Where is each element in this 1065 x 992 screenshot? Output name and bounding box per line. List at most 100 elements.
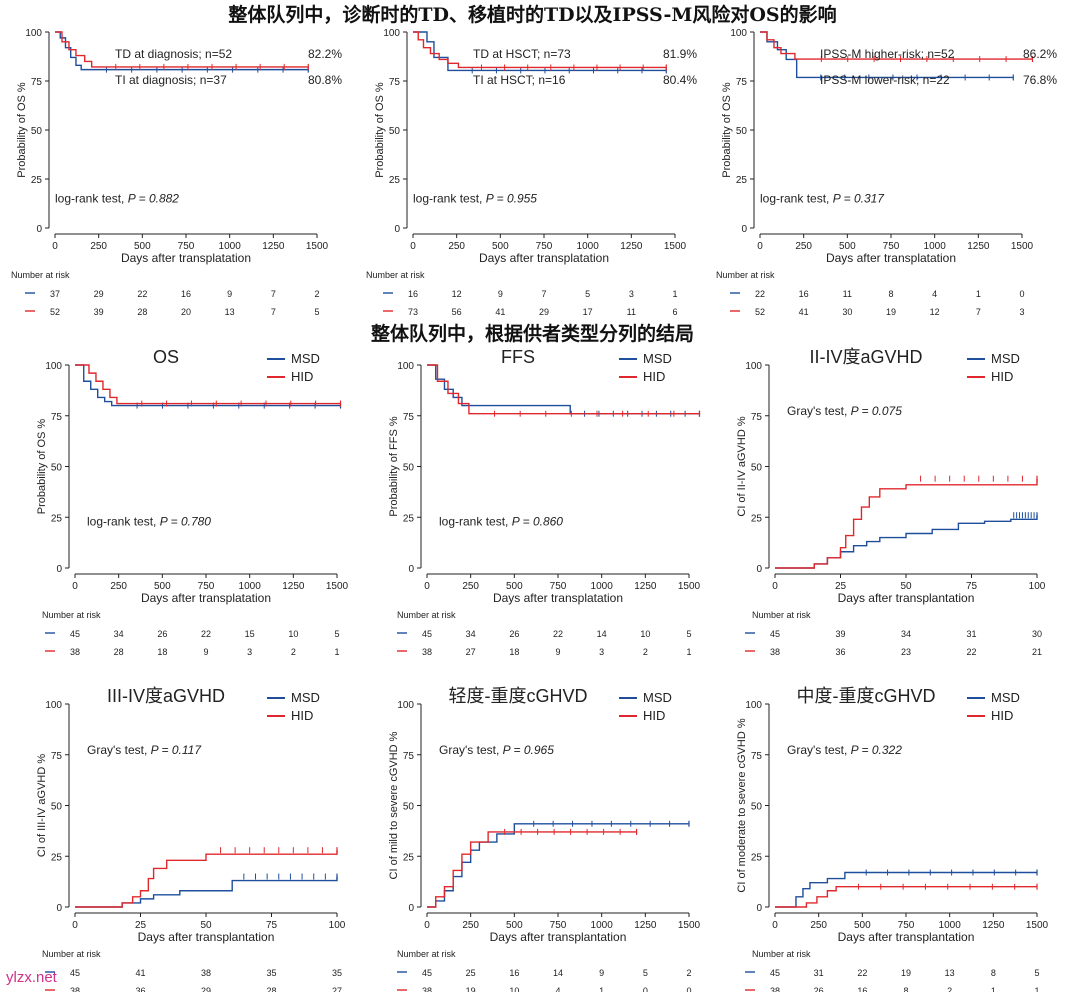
risk-count: 2 [643, 647, 648, 657]
risk-count: 35 [266, 968, 276, 978]
y-tick-label: 25 [31, 175, 43, 186]
x-tick-label: 25 [135, 920, 147, 931]
y-tick-label: 0 [36, 224, 42, 235]
x-tick-label: 100 [1029, 581, 1046, 592]
risk-count: 5 [643, 968, 648, 978]
x-tick-label: 1000 [577, 241, 600, 252]
y-axis-label: Probability of OS % [374, 82, 386, 178]
legend-label: MSD [991, 690, 1020, 705]
stat-test-text: log-rank test, P = 0.317 [760, 192, 885, 206]
series-line-hid [427, 364, 700, 415]
y-tick-label: 100 [745, 361, 762, 372]
risk-count: 3 [1019, 307, 1024, 317]
risk-count: 1 [976, 289, 981, 299]
risk-count: 28 [114, 647, 124, 657]
legend-label: MSD [291, 351, 320, 366]
risk-count: 18 [157, 647, 167, 657]
chart-aghvd-3-4: 0 25 50 75 100 0 25 50 75 100 Days after transplan… [36, 686, 346, 992]
risk-count: 38 [770, 986, 780, 992]
series-rate-lower: 80.8% [308, 73, 342, 87]
x-tick-label: 100 [329, 920, 346, 931]
y-axis-label: CI of moderate to severe cGVHD % [736, 718, 748, 892]
x-tick-label: 250 [810, 920, 827, 931]
risk-count: 3 [629, 289, 634, 299]
risk-count: 45 [70, 968, 80, 978]
risk-count: 37 [50, 289, 60, 299]
risk-count: 9 [555, 647, 560, 657]
risk-table-title: Number at risk [366, 270, 425, 280]
chart-aghvd-2-4: 0 25 50 75 100 0 25 50 75 100 Days after transplan… [736, 347, 1046, 657]
stat-p-value: P = 0.322 [851, 743, 903, 757]
x-tick-label: 50 [900, 581, 912, 592]
x-axis-label: Days after transplatation [141, 591, 271, 605]
risk-count: 73 [408, 307, 418, 317]
x-axis-label: Days after transplatation [493, 591, 623, 605]
x-tick-label: 750 [536, 241, 553, 252]
risk-count: 0 [686, 986, 691, 992]
risk-count: 12 [452, 289, 462, 299]
y-tick-label: 25 [389, 175, 401, 186]
risk-count: 35 [332, 968, 342, 978]
x-tick-label: 750 [178, 241, 195, 252]
series-rate-upper: 86.2% [1023, 47, 1057, 61]
y-tick-label: 0 [408, 564, 414, 575]
risk-table-title: Number at risk [42, 949, 101, 959]
x-tick-label: 750 [550, 920, 567, 931]
series-label-lower: TI at HSCT; n=16 [473, 73, 566, 87]
y-tick-label: 25 [403, 513, 415, 524]
x-tick-label: 0 [757, 241, 763, 252]
risk-count: 9 [498, 289, 503, 299]
risk-count: 45 [770, 968, 780, 978]
risk-count: 22 [966, 647, 976, 657]
risk-count: 20 [181, 307, 191, 317]
series-label-upper: IPSS-M higher-risk; n=52 [820, 47, 955, 61]
series-line-ipss-m-higher-risk [760, 31, 1033, 60]
risk-count: 38 [770, 647, 780, 657]
risk-count: 1 [991, 986, 996, 992]
stat-test-text: log-rank test, P = 0.955 [413, 192, 537, 206]
x-tick-label: 1000 [924, 241, 947, 252]
y-tick-label: 25 [736, 175, 748, 186]
risk-count: 2 [291, 647, 296, 657]
y-tick-label: 0 [741, 224, 747, 235]
y-tick-label: 25 [51, 513, 63, 524]
series-label-lower: IPSS-M lower-risk; n=22 [820, 73, 950, 87]
risk-table-title: Number at risk [397, 949, 456, 959]
series-line-ti-at-diagnosis [55, 31, 309, 71]
risk-count: 10 [640, 629, 650, 639]
y-tick-label: 100 [397, 700, 414, 711]
x-tick-label: 1250 [634, 920, 657, 931]
risk-count: 4 [932, 289, 937, 299]
y-tick-label: 50 [31, 126, 43, 137]
risk-count: 7 [271, 307, 276, 317]
y-axis-label: Probability of OS % [721, 82, 733, 178]
risk-count: 22 [857, 968, 867, 978]
y-tick-label: 50 [403, 463, 415, 474]
x-axis-label: Days after transplantation [490, 930, 627, 944]
legend-label: HID [643, 708, 665, 723]
x-tick-label: 1250 [620, 241, 643, 252]
y-tick-label: 0 [394, 224, 400, 235]
risk-count: 16 [408, 289, 418, 299]
risk-count: 26 [509, 629, 519, 639]
risk-count: 39 [94, 307, 104, 317]
x-tick-label: 750 [883, 241, 900, 252]
y-tick-label: 100 [745, 700, 762, 711]
risk-table-title: Number at risk [716, 270, 775, 280]
y-tick-label: 0 [756, 903, 762, 914]
x-tick-label: 0 [410, 241, 416, 252]
risk-count: 11 [627, 307, 636, 317]
risk-count: 38 [422, 647, 432, 657]
risk-count: 15 [245, 629, 255, 639]
risk-count: 5 [1034, 968, 1039, 978]
x-tick-label: 0 [72, 920, 78, 931]
risk-count: 7 [271, 289, 276, 299]
x-tick-label: 1500 [664, 241, 687, 252]
series-line-msd [775, 871, 1037, 908]
series-line-msd [427, 823, 689, 908]
x-tick-label: 500 [854, 920, 871, 931]
risk-count: 7 [541, 289, 546, 299]
x-tick-label: 500 [506, 581, 523, 592]
legend-label: MSD [291, 690, 320, 705]
